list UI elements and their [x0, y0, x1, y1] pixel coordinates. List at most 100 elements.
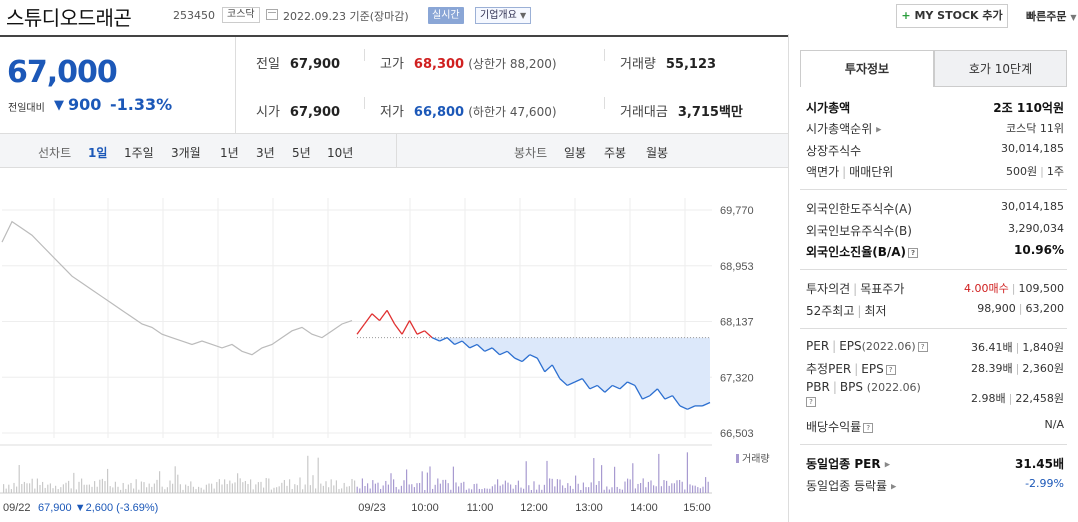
volume-bar	[450, 489, 452, 493]
my-stock-add-button[interactable]: + MY STOCK 추가	[896, 4, 1008, 28]
help-icon[interactable]: ?	[917, 341, 928, 352]
help-icon[interactable]: ?	[908, 247, 919, 258]
volume-bar	[614, 466, 616, 493]
volume-bar	[395, 487, 397, 493]
today-line-down-segment	[461, 340, 471, 349]
volume-bar	[476, 483, 478, 493]
tab-1week[interactable]: 1주일	[124, 146, 154, 160]
row-cap-rank: 시가총액순위 ▶ 코스닥 11위	[806, 120, 1064, 140]
volume-bar	[356, 486, 358, 493]
pbr-value: 2.98배	[971, 392, 1006, 405]
volume-bar	[689, 484, 691, 493]
face-label: 액면가	[806, 165, 840, 179]
volume-bar	[39, 484, 41, 493]
dividend-value: N/A	[1044, 418, 1064, 431]
help-icon[interactable]: ?	[806, 396, 816, 407]
tab-invest-info[interactable]: 투자정보	[800, 50, 934, 87]
volume-bar	[237, 473, 239, 493]
today-line-down-segment	[619, 381, 628, 390]
volume-bar	[320, 483, 322, 493]
volume-bar	[551, 478, 553, 493]
volume-bar	[380, 488, 382, 493]
company-overview-button[interactable]: 기업개요 ▼	[475, 7, 532, 24]
volume-bar	[120, 489, 122, 493]
volume-bar	[585, 487, 587, 493]
chart-tabs: 선차트 1일 1주일 3개월 1년 3년 5년 10년 봉차트 일봉 주봉 월봉	[0, 134, 788, 168]
volume-bar	[374, 483, 376, 493]
volume-bar	[668, 485, 670, 493]
sector-rate-value: -2.99%	[1025, 477, 1064, 490]
today-line-down-segment	[642, 395, 651, 400]
volume-bar	[515, 484, 517, 493]
volume-bar	[359, 488, 361, 493]
time-axis-label: 10:00	[411, 502, 439, 514]
quick-order-label: 빠른주문	[1026, 10, 1067, 23]
tab-weekly[interactable]: 주봉	[604, 146, 627, 160]
volume-bar	[34, 488, 36, 493]
volume-bar	[216, 482, 218, 493]
volume-legend-label: 거래량	[742, 453, 770, 465]
volume-bar	[294, 484, 296, 493]
volume-bar	[403, 480, 405, 493]
today-line-down-segment	[687, 405, 696, 410]
volume-bar	[127, 484, 129, 493]
volume-bar	[419, 482, 421, 493]
pipe-separator: |	[1011, 282, 1016, 295]
volume-bar	[439, 483, 441, 493]
tab-3year[interactable]: 3년	[256, 146, 275, 160]
tab-monthly[interactable]: 월봉	[646, 146, 669, 160]
price-chart[interactable]: 69,770 68,953 68,137 67,320 66,503 거래량 09/23 10…	[0, 168, 788, 522]
volume-bar	[468, 488, 470, 493]
volume-bar	[530, 489, 532, 493]
market-cap-value: 2조 110억원	[993, 101, 1064, 115]
volume-bar	[107, 468, 109, 493]
divider	[364, 49, 365, 61]
volume-bar	[398, 489, 400, 493]
stat-prev-close: 전일 67,900	[256, 53, 340, 72]
volume-bar	[187, 485, 189, 493]
volume-bar	[463, 481, 465, 493]
volume-bar	[208, 483, 210, 493]
quick-order-button[interactable]: 빠른주문 ▼	[1026, 8, 1076, 24]
volume-bar	[276, 487, 278, 493]
caret-right-icon: ▶	[890, 482, 897, 491]
help-icon[interactable]: ?	[885, 364, 896, 375]
volume-bar	[411, 484, 413, 493]
volume-bar	[658, 453, 660, 493]
low52-value: 63,200	[1025, 302, 1065, 315]
help-icon[interactable]: ?	[863, 422, 874, 433]
today-line-down-segment	[544, 364, 553, 373]
pipe-separator: |	[857, 304, 862, 318]
face-value: 500원	[1006, 165, 1038, 178]
volume-bar	[679, 479, 681, 493]
volume-bar	[442, 479, 444, 493]
tab-5year[interactable]: 5년	[292, 146, 311, 160]
price-block: 67,000 전일대비 ▼ 900 -1.33%	[0, 37, 236, 134]
volume-bar	[541, 489, 543, 493]
tab-hoga-10[interactable]: 호가 10단계	[934, 50, 1067, 87]
volume-bar	[177, 474, 179, 493]
volume-bar	[213, 488, 215, 493]
volume-bar	[525, 461, 527, 493]
tab-1day[interactable]: 1일	[88, 146, 108, 160]
volume-bar	[299, 477, 301, 493]
volume-bar	[5, 488, 7, 493]
prev-compare-label: 전일대비	[8, 103, 45, 114]
volume-bar	[616, 486, 618, 493]
row-pbr: PBR | BPS (2022.06)? 2.98배 | 22,458원	[806, 380, 1064, 416]
tab-10year[interactable]: 10년	[327, 146, 354, 160]
realtime-button[interactable]: 실시간	[428, 7, 464, 24]
date-text: 2022.09.23 기준(장마감)	[283, 10, 409, 23]
per-eps-label: PER | EPS(2022.06)?	[806, 339, 928, 353]
volume-bar	[112, 487, 114, 493]
volume-bar	[645, 487, 647, 493]
tab-3month[interactable]: 3개월	[171, 146, 201, 160]
divider	[800, 328, 1067, 329]
amount-label: 거래대금	[620, 105, 668, 120]
sector-per-value: 31.45배	[1015, 457, 1064, 471]
chart-svg[interactable]: 69,770 68,953 68,137 67,320 66,503 거래량 09/23 10…	[0, 168, 788, 522]
tab-daily[interactable]: 일봉	[564, 146, 587, 160]
tab-1year[interactable]: 1년	[220, 146, 239, 160]
opinion-target-label: 투자의견 | 목표주가	[806, 280, 904, 297]
high-label: 고가	[380, 57, 404, 72]
